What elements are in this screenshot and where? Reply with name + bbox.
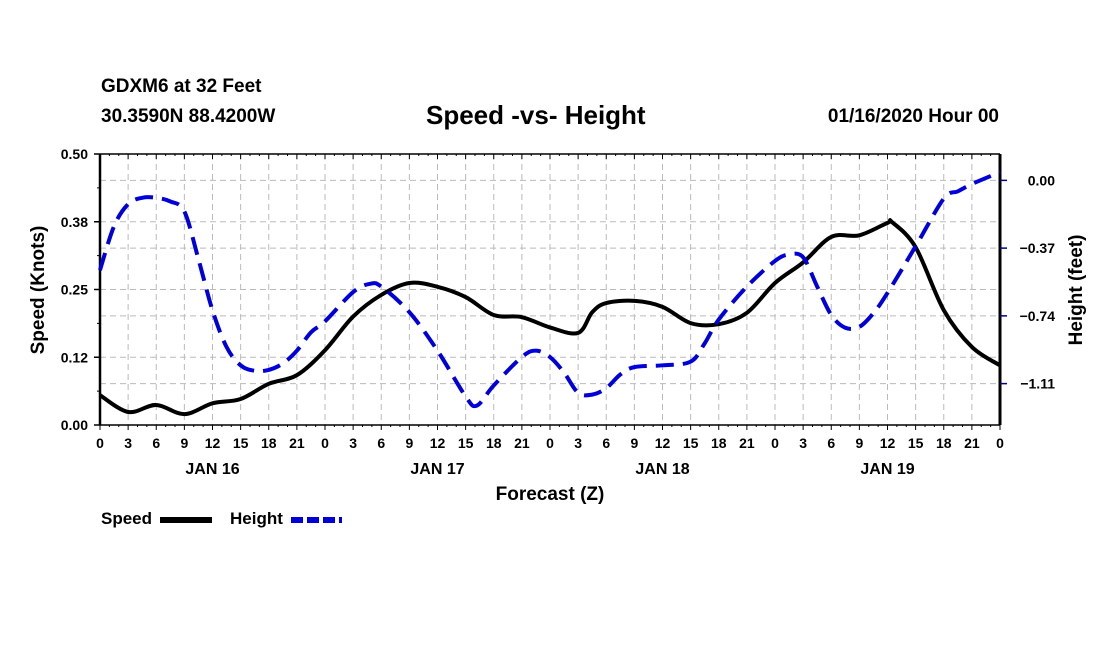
y2-tick-label: −1.11: [1020, 376, 1055, 392]
axis-labels: 0.00 0.12 0.25 0.38 0.50 0.00 −0.37 −0.74 −1.11 0…: [28, 146, 1087, 505]
x-tick-label: 0: [996, 435, 1004, 451]
x-tick-label: 0: [546, 435, 554, 451]
y-tick-label: 0.25: [61, 282, 88, 298]
x-axis-title: Forecast (Z): [496, 484, 605, 505]
x-tick-label: 6: [602, 435, 610, 451]
legend-speed-label: Speed: [101, 509, 153, 528]
y2-tick-label: −0.37: [1020, 240, 1056, 256]
x-tick-label: 15: [683, 435, 699, 451]
x-tick-label: 21: [964, 435, 980, 451]
x-tick-label: 21: [514, 435, 530, 451]
speed-series-line: [98, 218, 1002, 417]
x-tick-label: 3: [574, 435, 582, 451]
y-tick-label: 0.38: [61, 214, 88, 230]
x-tick-label: 12: [880, 435, 896, 451]
day-label: JAN 16: [185, 461, 239, 478]
grid-lines: [100, 154, 1000, 425]
x-tick-label: 6: [377, 435, 385, 451]
x-tick-label: 6: [827, 435, 835, 451]
series-lines: [98, 170, 1002, 417]
x-tick-label: 18: [936, 435, 952, 451]
y-tick-label: 0.12: [61, 349, 88, 365]
legend-height-label: Height: [230, 509, 283, 528]
x-tick-label: 3: [349, 435, 357, 451]
x-tick-label: 18: [261, 435, 277, 451]
x-tick-label: 6: [152, 435, 160, 451]
day-label: JAN 18: [635, 461, 689, 478]
x-tick-label: 3: [124, 435, 132, 451]
x-tick-label: 15: [908, 435, 924, 451]
x-tick-label: 21: [289, 435, 305, 451]
x-tick-label: 9: [405, 435, 413, 451]
axes: [94, 153, 1007, 430]
x-tick-label: 9: [180, 435, 188, 451]
x-tick-label: 0: [96, 435, 104, 451]
x-tick-label: 0: [321, 435, 329, 451]
run-time-label: 01/16/2020 Hour 00: [827, 106, 999, 127]
chart-title: Speed -vs- Height: [426, 100, 646, 130]
x-tick-label: 3: [799, 435, 807, 451]
y-axis-title: Speed (Knots): [28, 226, 49, 355]
x-tick-label: 12: [430, 435, 446, 451]
x-tick-label: 0: [771, 435, 779, 451]
x-tick-label: 15: [233, 435, 249, 451]
coordinates-label: 30.3590N 88.4200W: [101, 106, 276, 127]
day-label: JAN 17: [410, 461, 464, 478]
station-label: GDXM6 at 32 Feet: [101, 76, 262, 97]
day-label: JAN 19: [860, 461, 914, 478]
y2-axis-title: Height (feet): [1066, 235, 1087, 346]
x-tick-label: 15: [458, 435, 474, 451]
x-tick-label: 9: [855, 435, 863, 451]
y2-tick-label: 0.00: [1028, 172, 1055, 188]
x-tick-label: 18: [711, 435, 727, 451]
x-tick-label: 9: [630, 435, 638, 451]
x-tick-label: 18: [486, 435, 502, 451]
x-tick-label: 12: [655, 435, 671, 451]
y-tick-label: 0.00: [61, 417, 88, 433]
x-tick-label: 21: [739, 435, 755, 451]
x-tick-label: 12: [205, 435, 221, 451]
y-tick-label: 0.50: [61, 146, 88, 162]
height-series-line: [98, 170, 1001, 409]
y2-tick-label: −0.74: [1020, 308, 1056, 324]
